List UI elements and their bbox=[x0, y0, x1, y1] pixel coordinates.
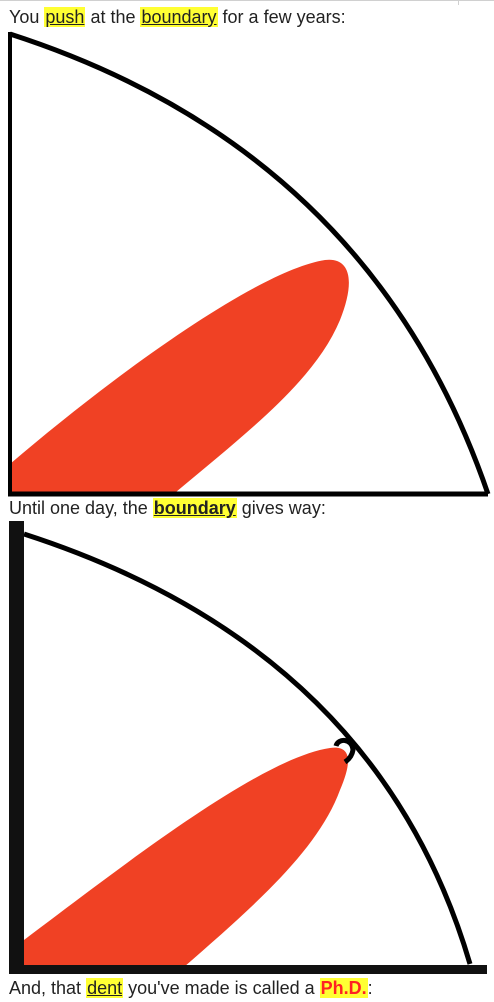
dent-bump bbox=[333, 738, 356, 765]
highlight-boundary: boundary bbox=[140, 7, 218, 27]
caption-text: you've made is called a bbox=[123, 978, 320, 998]
highlight-push: push bbox=[44, 7, 86, 27]
diagram-push-boundary bbox=[8, 31, 491, 497]
highlight-boundary: boundary bbox=[152, 498, 237, 518]
highlight-phd: Ph.D. bbox=[319, 978, 368, 998]
caption-text: You bbox=[9, 7, 45, 27]
horizontal-axis bbox=[9, 965, 487, 974]
caption-text: for a few years: bbox=[217, 7, 346, 27]
research-blob bbox=[10, 259, 349, 492]
knowledge-boundary-arc bbox=[9, 31, 491, 495]
top-divider bbox=[0, 0, 494, 5]
caption-push: You push at the boundary for a few years… bbox=[9, 6, 346, 28]
vertical-axis bbox=[9, 521, 24, 973]
caption-text: Until one day, the bbox=[9, 498, 153, 518]
knowledge-boundary-arc bbox=[23, 531, 473, 965]
caption-text: And, that bbox=[9, 978, 87, 998]
caption-text: : bbox=[367, 978, 373, 998]
diagram-dent bbox=[9, 521, 487, 974]
caption-phd: And, that dent you've made is called a P… bbox=[9, 977, 373, 999]
highlight-dent: dent bbox=[86, 978, 124, 998]
caption-gives-way: Until one day, the boundary gives way: bbox=[9, 497, 326, 519]
research-blob bbox=[24, 747, 349, 967]
caption-text: at the bbox=[85, 7, 141, 27]
caption-text: gives way: bbox=[236, 498, 326, 518]
